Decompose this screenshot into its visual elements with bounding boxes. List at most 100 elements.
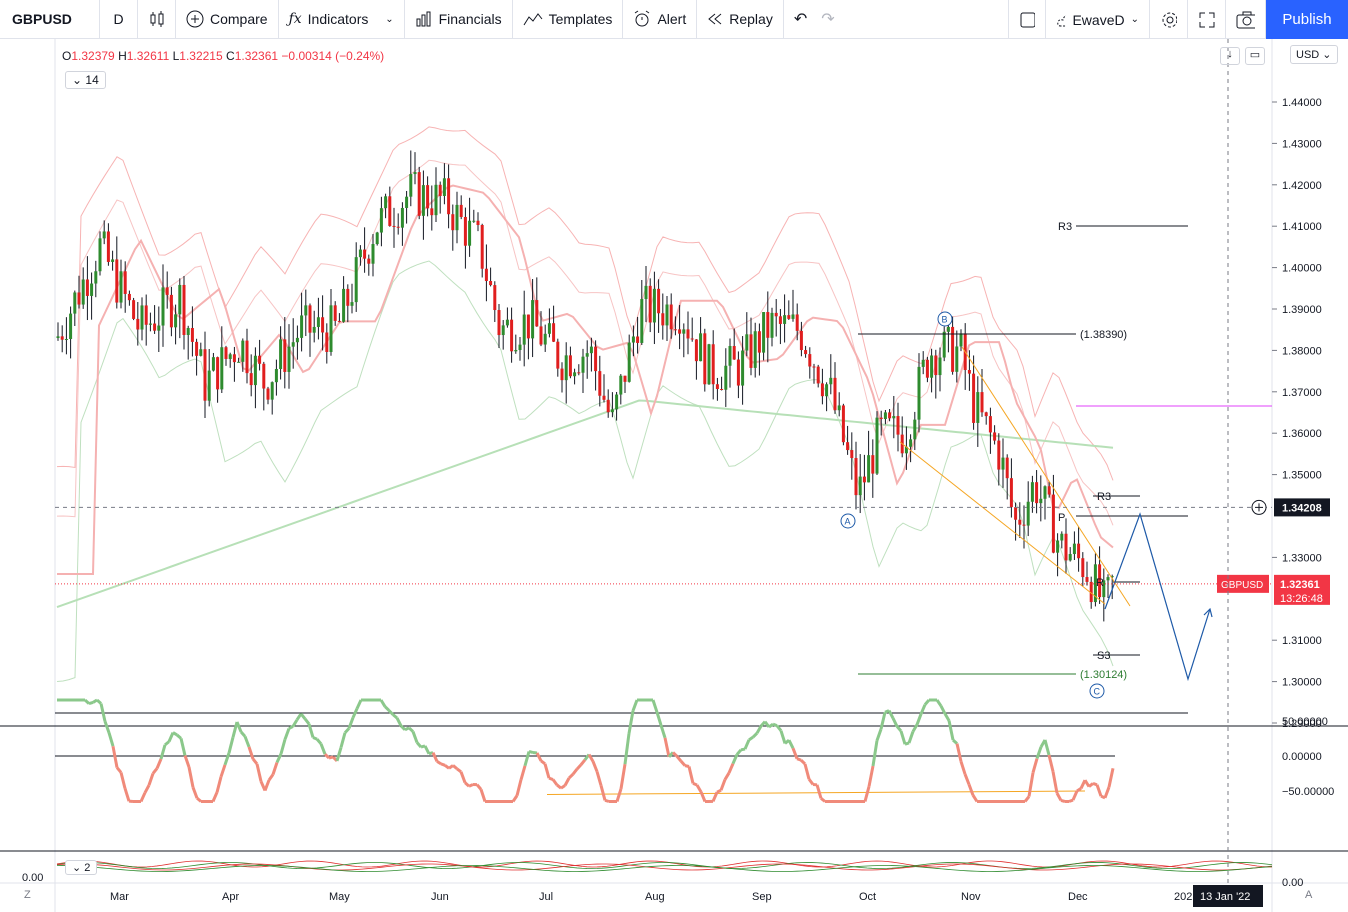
crosshair-date-box (1193, 885, 1263, 907)
settings-button[interactable] (1150, 0, 1188, 39)
osc-segment (312, 736, 318, 741)
osc-segment (740, 747, 746, 752)
scroll-down-button[interactable]: ↓ (1220, 47, 1240, 65)
candle-up (102, 231, 106, 239)
osc-segment (107, 732, 115, 747)
redo-icon[interactable]: ↷ (821, 11, 835, 28)
osc-segment (407, 726, 415, 733)
indicators-button[interactable]: ƒx Indicators ⌄ (279, 0, 405, 39)
osc-segment (1027, 772, 1035, 797)
osc-segment (215, 776, 223, 793)
osc-segment (796, 757, 802, 762)
osc-segment (151, 767, 159, 775)
candle-up (1001, 457, 1005, 470)
osc-segment (428, 751, 434, 756)
interval-label: D (113, 11, 124, 27)
candle-up (976, 392, 980, 423)
b-level-label: (1.38390) (1080, 329, 1127, 341)
candle-up (875, 417, 879, 474)
osc-segment (631, 699, 639, 712)
candle-down (169, 294, 173, 328)
replay-button[interactable]: Replay (697, 0, 784, 39)
osc-trendline (546, 790, 1086, 795)
osc-segment (947, 720, 955, 741)
sub-line (56, 865, 1273, 872)
osc-segment (255, 763, 263, 782)
osc-segment (227, 736, 235, 754)
osc-segment (571, 768, 579, 776)
candle-down (896, 416, 900, 435)
change-value: −0.00314 (−0.24%) (281, 49, 385, 63)
candle-down (396, 226, 400, 228)
candle-up (157, 325, 161, 331)
price-tick-label: 1.31000 (1282, 635, 1322, 647)
alarm-clock-icon (635, 10, 650, 27)
osc-segment (159, 744, 167, 760)
candle-down (346, 288, 350, 306)
month-label: 202 (1174, 891, 1192, 903)
interval-button[interactable]: D (100, 0, 138, 39)
candle-down (438, 184, 442, 196)
osc-segment (719, 779, 727, 791)
osc-segment (911, 723, 919, 733)
osc-segment (452, 764, 458, 770)
restore-icon: ▭ (1249, 49, 1261, 61)
candle-down (812, 366, 816, 368)
corner-right[interactable]: A (1305, 889, 1313, 901)
layout-button[interactable]: EwaveD ⌄ (1046, 0, 1150, 39)
templates-button[interactable]: Templates (513, 0, 624, 39)
candle-down (925, 359, 929, 378)
candle-icon (150, 11, 163, 27)
osc-segment (895, 725, 903, 732)
candle-up (921, 359, 925, 367)
compare-button[interactable]: Compare (176, 0, 279, 39)
candle-up (610, 409, 614, 413)
undo-icon[interactable]: ↶ (793, 11, 808, 28)
candle-down (136, 318, 140, 330)
osc-segment (543, 763, 551, 779)
fullscreen-select-button[interactable] (1008, 0, 1046, 39)
candle-down (60, 336, 64, 340)
snapshot-button[interactable] (1226, 0, 1266, 39)
low-label: L (172, 49, 180, 63)
candle-up (1068, 554, 1072, 561)
cloud-icon (1057, 14, 1067, 26)
financials-label: Financials (438, 11, 502, 27)
templates-label: Templates (548, 11, 613, 27)
toolbar-right: EwaveD ⌄ Publish (1008, 0, 1348, 39)
candle-down (1035, 482, 1039, 504)
candle-down (144, 305, 148, 325)
annotation-labels: R3 (1.38390) R3 P S3 (1.30124) R A B C (840, 221, 1127, 699)
candle-up (1110, 576, 1114, 578)
candle-down (934, 355, 938, 376)
osc-segment (939, 705, 947, 715)
candle-up (98, 238, 102, 272)
osc-segment (1060, 799, 1066, 803)
osc-segment (223, 752, 231, 766)
financials-button[interactable]: Financials (405, 0, 513, 39)
osc-segment (528, 750, 534, 755)
chart-type-button[interactable] (138, 0, 176, 39)
candle-down (216, 357, 220, 390)
candle-up (564, 355, 568, 381)
osc-segment (328, 755, 334, 760)
publish-button[interactable]: Publish (1266, 0, 1348, 39)
corner-left[interactable]: Z (24, 889, 31, 901)
indicator-toggle[interactable]: ⌄ 14 (65, 71, 106, 89)
alert-button[interactable]: Alert (623, 0, 698, 39)
layout-name: EwaveD (1072, 11, 1125, 28)
osc-segment (440, 762, 446, 767)
candle-up (253, 355, 257, 386)
osc-segment (96, 698, 102, 705)
fullscreen-button[interactable] (1188, 0, 1226, 39)
subpane-toggle[interactable]: ⌄ 2 (65, 860, 98, 875)
candle-up (371, 244, 375, 264)
osc-segment (1071, 790, 1079, 801)
maximize-pane-button[interactable]: ▭ (1245, 47, 1265, 65)
osc-segment (172, 731, 178, 737)
osc-segment (1092, 782, 1098, 787)
sub-line (56, 862, 1273, 869)
symbol-search[interactable]: GBPUSD (0, 0, 100, 39)
currency-selector[interactable]: USD ⌄ (1290, 45, 1338, 64)
